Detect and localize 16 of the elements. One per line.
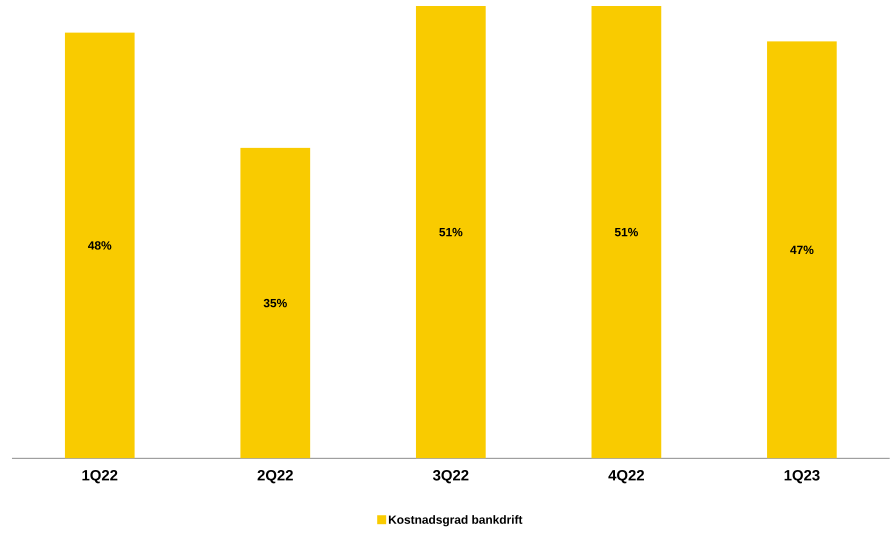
data-label: 51% [439, 228, 462, 236]
data-label: 51% [614, 228, 638, 236]
data-label: 48% [88, 241, 112, 250]
bar [767, 41, 837, 458]
x-tick-label: 2Q22 [258, 470, 293, 484]
bar [240, 148, 310, 458]
data-label: 35% [264, 298, 287, 308]
x-tick-label: 4Q22 [608, 470, 644, 484]
x-tick-label: 1Q22 [82, 470, 118, 484]
x-tick-label: 3Q22 [432, 470, 468, 484]
bar [592, 6, 662, 458]
x-tick-label: 1Q23 [784, 470, 820, 484]
legend-label: Kostnadsgrad bankdrift [388, 515, 522, 526]
bar [64, 32, 135, 458]
data-label: 47% [790, 246, 814, 254]
bar [416, 6, 486, 458]
